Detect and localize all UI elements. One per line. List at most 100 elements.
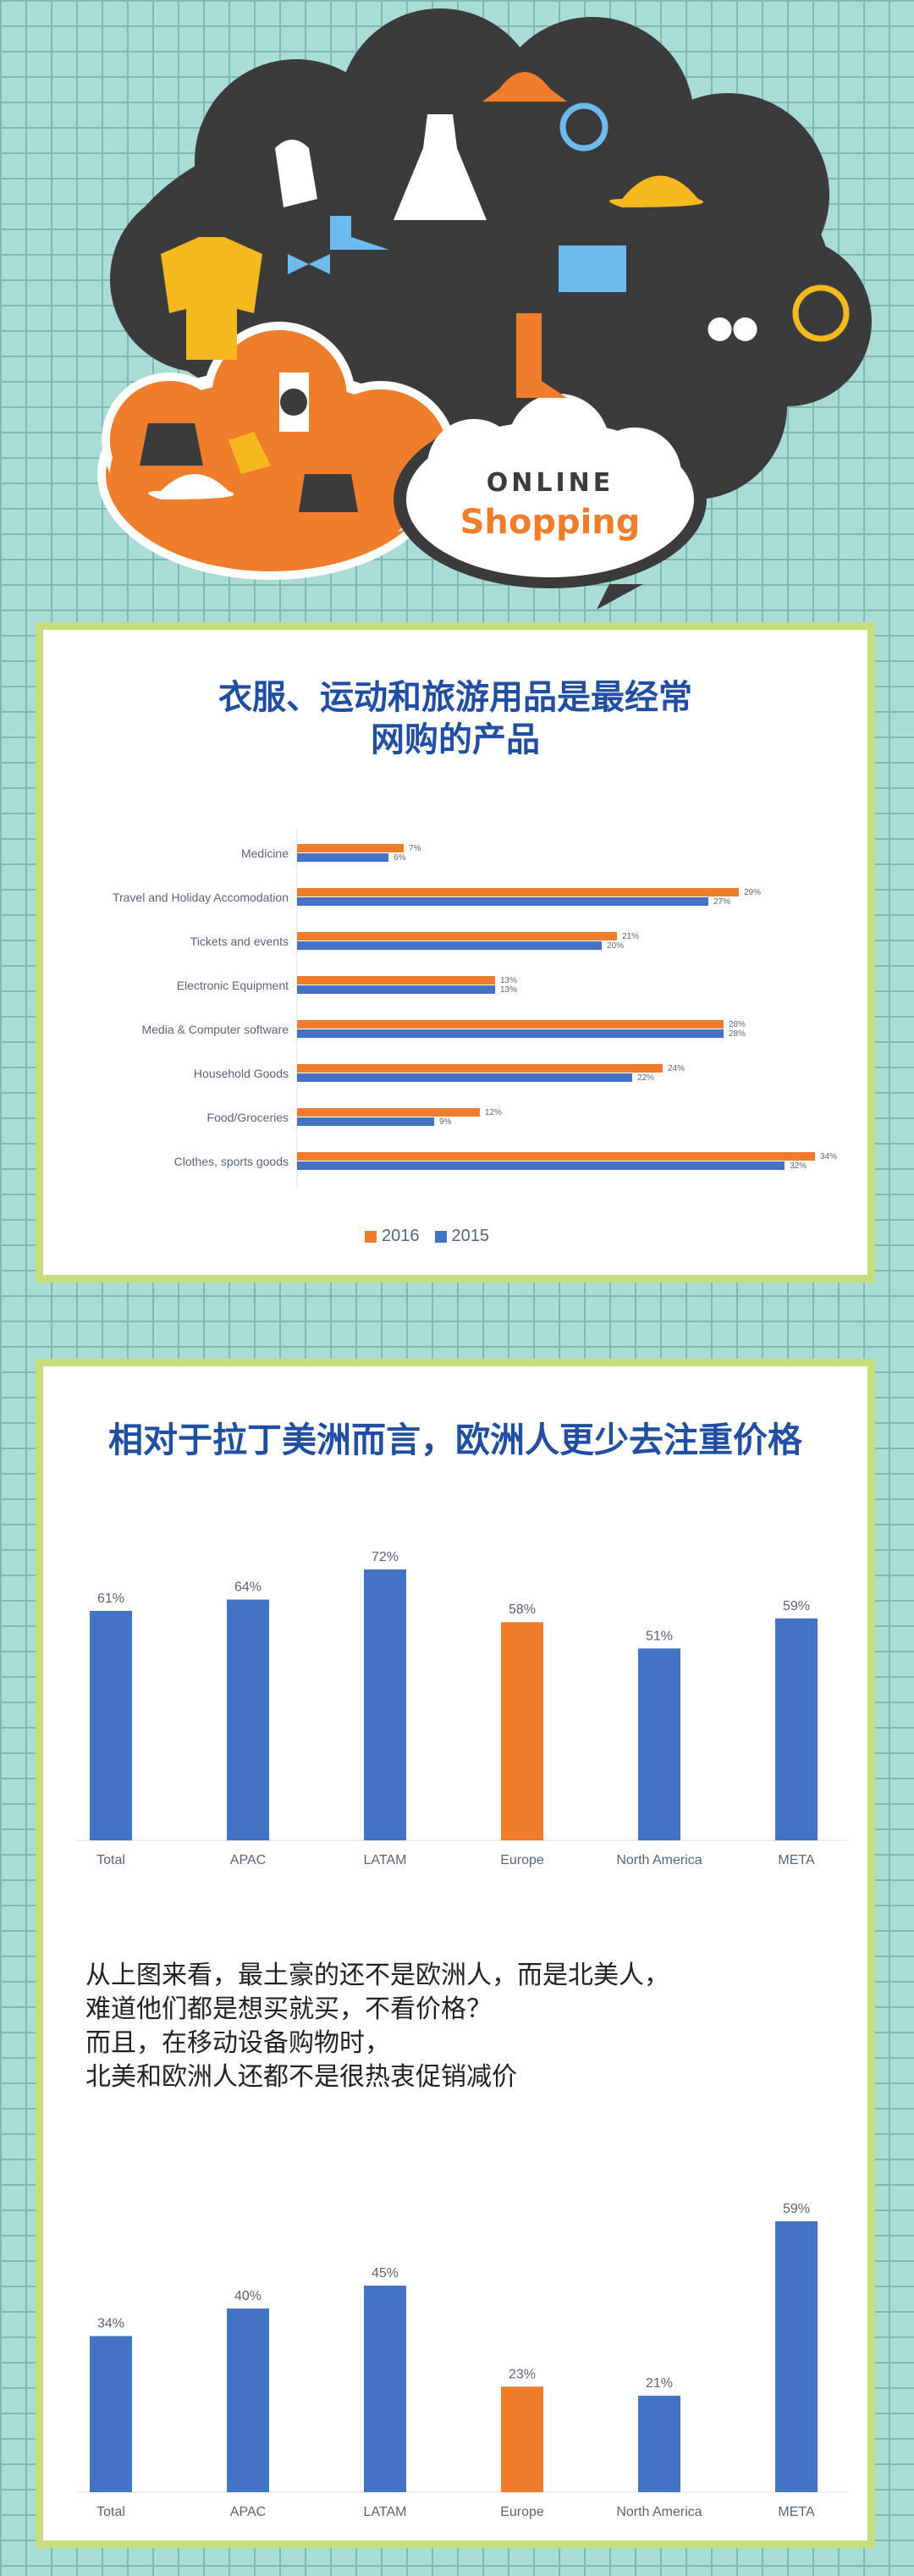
hero-illustration: ONLINE Shopping xyxy=(97,8,872,610)
col-category-label: Total xyxy=(96,2505,125,2519)
lady-hat-icon xyxy=(148,474,234,499)
panel1-title-line1: 衣服、运动和旅游用品是最经常 xyxy=(218,678,692,717)
badge-line2: Shopping xyxy=(460,503,641,542)
sweater-icon xyxy=(161,237,262,360)
hbar-value-label: 13% xyxy=(500,976,517,985)
watch-face-icon xyxy=(280,389,307,416)
col-value-label: 51% xyxy=(646,1629,673,1643)
col-category-label: META xyxy=(778,1853,815,1867)
hbar-category-label: Medicine xyxy=(241,847,289,860)
icons xyxy=(140,72,850,512)
col-value-label: 23% xyxy=(509,2367,536,2381)
bracelet-icon xyxy=(792,284,850,342)
hbar-bar-2015 xyxy=(297,985,495,994)
panel1-title-line2: 网购的产品 xyxy=(371,720,540,759)
hbar-bar-2016 xyxy=(297,888,739,896)
legend-item-2015: 2015 xyxy=(434,1227,490,1246)
badge-line1: ONLINE xyxy=(487,468,614,498)
legend-label-2016: 2016 xyxy=(382,1227,420,1245)
product-chart-panel: 衣服、运动和旅游用品是最经常 网购的产品 Medicine 7% 6% Travel … xyxy=(36,622,875,1282)
hbar-bar-2016 xyxy=(297,1064,663,1073)
col-bar xyxy=(90,2336,132,2492)
col-bar xyxy=(227,1599,269,1840)
hbar-value-label: 20% xyxy=(607,941,624,951)
sunglasses-icon xyxy=(708,317,757,341)
hbar-value-label: 12% xyxy=(485,1108,502,1117)
col-bar xyxy=(638,1648,680,1840)
hat-icon xyxy=(482,72,567,102)
hbar-value-label: 24% xyxy=(668,1064,685,1073)
hbar-value-label: 32% xyxy=(790,1161,807,1171)
hbar-bar-2016 xyxy=(297,976,495,985)
col-value-label: 59% xyxy=(783,2202,810,2216)
panel2-title: 相对于拉丁美洲而言，欧洲人更少去注重价格 xyxy=(43,1419,867,1461)
col-category-label: Europe xyxy=(500,2505,544,2519)
col-bar xyxy=(775,2221,818,2492)
hbar-bar-2016 xyxy=(297,1152,815,1161)
product-hbar-chart: Medicine 7%6% Travel and Holiday Accomodat… xyxy=(113,829,837,1189)
legend-swatch-2016 xyxy=(365,1230,377,1243)
hbar-bar-2016 xyxy=(297,844,404,852)
hbar-bar-2015 xyxy=(297,897,708,906)
hbar-value-label: 29% xyxy=(744,888,761,897)
boot-icon xyxy=(516,313,567,398)
commentary-line: 北美和欧洲人还都不是很热衷促销减价 xyxy=(85,2062,517,2092)
hbar-category-label: Media & Computer software xyxy=(141,1023,289,1036)
hbar-value-label: 21% xyxy=(622,932,639,941)
legend-label-2015: 2015 xyxy=(451,1227,490,1245)
region-column-chart-2: 34% Total 40% APAC 45% LATAM 23% Europe 21% North… xyxy=(77,2202,847,2519)
orange-bag-icon xyxy=(299,474,358,512)
hbar-value-label: 28% xyxy=(729,1029,746,1039)
hbar-value-label: 34% xyxy=(820,1152,837,1161)
commentary-line: 难道他们都是想买就买，不看价格？ xyxy=(85,1994,492,2024)
hbar-category-label: Electronic Equipment xyxy=(177,979,289,992)
legend-swatch-2015 xyxy=(434,1230,447,1243)
bow-icon xyxy=(288,254,330,274)
hbar-category-label: Travel and Holiday Accomodation xyxy=(113,891,289,904)
hbar-value-label: 28% xyxy=(729,1020,746,1029)
ring-icon xyxy=(559,102,608,152)
hbar-value-label: 6% xyxy=(394,853,406,863)
hbar-bar-2015 xyxy=(297,1029,724,1038)
hbar-bar-2016 xyxy=(297,1108,480,1117)
col-value-label: 40% xyxy=(234,2289,262,2303)
col-value-label: 21% xyxy=(646,2376,673,2391)
col-value-label: 72% xyxy=(372,1550,399,1564)
col-category-label: APAC xyxy=(230,2505,266,2519)
hbar-bar-2015 xyxy=(297,1161,785,1170)
col-value-label: 58% xyxy=(509,1602,536,1617)
col-bar xyxy=(227,2308,269,2492)
col-category-label: North America xyxy=(616,1853,702,1867)
shopping-badge-cloud: ONLINE Shopping xyxy=(394,394,707,610)
col-value-label: 64% xyxy=(234,1580,262,1595)
col-category-label: LATAM xyxy=(364,2505,407,2519)
col-value-label: 34% xyxy=(97,2317,124,2331)
hbar-bar-2015 xyxy=(297,853,388,862)
commentary-line: 从上图来看，最土豪的还不是欧洲人，而是北美人， xyxy=(85,1961,669,1990)
col-value-label: 61% xyxy=(97,1591,124,1606)
region-column-chart-1: 61% Total 64% APAC 72% LATAM 58% Europe 51% North… xyxy=(77,1550,847,1867)
commentary-line: 而且，在移动设备购物时， xyxy=(85,2028,390,2058)
hbar-value-label: 13% xyxy=(500,985,517,995)
shoe-icon xyxy=(330,216,389,250)
hbar-category-label: Clothes, sports goods xyxy=(174,1155,289,1168)
col-bar xyxy=(638,2396,680,2492)
hbar-bar-2015 xyxy=(297,941,602,950)
orange-glove-icon xyxy=(228,432,271,474)
glove-icon xyxy=(275,140,317,207)
hbar-category-label: Tickets and events xyxy=(190,935,289,948)
col-category-label: LATAM xyxy=(364,1853,407,1867)
hbar-bar-2015 xyxy=(297,1073,632,1082)
dress-icon xyxy=(394,114,487,220)
hbar-bar-2015 xyxy=(297,1117,434,1126)
commentary-paragraph: 从上图来看，最土豪的还不是欧洲人，而是北美人， 难道他们都是想买就买，不看价格？… xyxy=(85,1959,847,2094)
hbar-value-label: 9% xyxy=(439,1117,452,1127)
hbar-value-label: 7% xyxy=(409,844,421,853)
hbar-value-label: 27% xyxy=(713,897,730,907)
col-bar xyxy=(775,1618,818,1840)
col-category-label: Europe xyxy=(500,1853,544,1867)
hbar-legend: 2016 2015 xyxy=(365,1227,489,1246)
col-category-label: META xyxy=(778,2505,815,2519)
col-bar xyxy=(90,1610,132,1840)
handbag-icon xyxy=(559,245,626,292)
